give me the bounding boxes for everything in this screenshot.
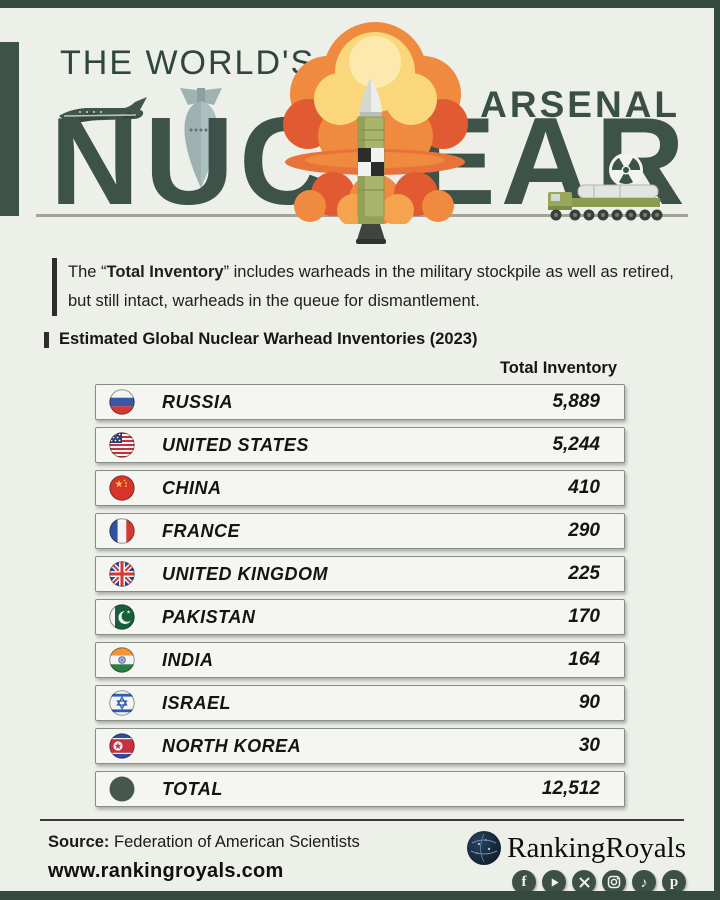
falling-bomb-icon [180, 88, 222, 188]
source-text: Federation of American Scientists [109, 833, 360, 851]
section-title-text: Estimated Global Nuclear Warhead Invento… [59, 330, 478, 348]
table-row-pakistan: PAKISTAN 170 [95, 599, 625, 635]
inventory-value: 290 [568, 520, 600, 541]
pakistan-flag-icon [109, 604, 135, 630]
table-row-israel: ISRAEL 90 [95, 685, 625, 721]
bomber-plane-icon [59, 97, 147, 124]
x-icon[interactable] [572, 870, 596, 891]
pinterest-icon[interactable]: p [662, 870, 686, 891]
inventory-value: 170 [568, 606, 600, 627]
radiation-icon [609, 153, 643, 187]
note-line-2: but still intact, warheads in the queue … [68, 292, 480, 310]
table-row-russia: RUSSIA 5,889 [95, 384, 625, 420]
launcher-truck-icon [548, 184, 663, 221]
country-name: RUSSIA [162, 391, 234, 412]
social-icons: f ♪ p [512, 870, 686, 891]
table-row-united-kingdom: UNITED KINGDOM 225 [95, 556, 625, 592]
footer: Source: Federation of American Scientist… [48, 831, 686, 891]
israel-flag-icon [109, 690, 135, 716]
inventory-value: 12,512 [541, 778, 600, 799]
title-nuclear-left: NUC [50, 93, 334, 231]
column-header-total-inventory: Total Inventory [499, 359, 617, 377]
table-row-north-korea: NORTH KOREA 30 [95, 728, 625, 764]
inventory-value: 164 [568, 649, 600, 670]
youtube-icon[interactable] [542, 870, 566, 891]
inventory-value: 225 [568, 563, 600, 584]
missile-icon [356, 78, 386, 244]
country-name: INDIA [162, 649, 214, 670]
section-title-accent-bar [44, 331, 49, 348]
table-row-total: TOTAL 12,512 [95, 771, 625, 807]
brand-name: RankingRoyals [507, 831, 686, 864]
inventory-value: 90 [578, 692, 600, 713]
united-states-flag-icon [109, 432, 135, 458]
table-row-china: CHINA 410 [95, 470, 625, 506]
total-circle-icon [109, 776, 135, 802]
inventory-value: 410 [568, 477, 600, 498]
united-kingdom-flag-icon [109, 561, 135, 587]
inventory-table: RUSSIA 5,889 UNITED STATES 5,244 [95, 384, 625, 807]
table-row-france: FRANCE 290 [95, 513, 625, 549]
left-accent-bar [0, 42, 19, 216]
tiktok-icon[interactable]: ♪ [632, 870, 656, 891]
website-link[interactable]: www.rankingroyals.com [48, 860, 284, 882]
france-flag-icon [109, 518, 135, 544]
source-label: Source: [48, 833, 110, 851]
footer-left: Source: Federation of American Scientist… [48, 833, 360, 883]
country-name: UNITED KINGDOM [162, 563, 328, 584]
country-name: CHINA [162, 477, 222, 498]
title-arsenal: ARSENAL [480, 84, 680, 125]
country-name: PAKISTAN [162, 606, 256, 627]
footer-divider [40, 819, 684, 821]
table-row-united-states: UNITED STATES 5,244 [95, 427, 625, 463]
china-flag-icon [109, 475, 135, 501]
country-name: FRANCE [162, 520, 240, 541]
note-accent-bar [52, 258, 57, 316]
instagram-icon[interactable] [602, 870, 626, 891]
source-line: Source: Federation of American Scientist… [48, 833, 360, 852]
north-korea-flag-icon [109, 733, 135, 759]
russia-flag-icon [109, 389, 135, 415]
rankingroyals-globe-icon [467, 831, 502, 865]
inventory-value: 5,244 [552, 434, 600, 455]
inventory-value: 5,889 [552, 391, 600, 412]
country-name: NORTH KOREA [162, 735, 302, 756]
inventory-note: The “Total Inventory” includes warheads … [52, 258, 686, 316]
india-flag-icon [109, 647, 135, 673]
country-name: TOTAL [162, 778, 223, 799]
note-line-1: The “Total Inventory” includes warheads … [68, 263, 674, 281]
inventory-value: 30 [578, 735, 600, 756]
country-name: ISRAEL [162, 692, 232, 713]
header-banner: THE WORLD'S ARSENAL NUC EAR [0, 8, 714, 248]
title-the-worlds: THE WORLD'S [60, 44, 316, 82]
facebook-icon[interactable]: f [512, 870, 536, 891]
mushroom-cloud-icon [283, 22, 468, 224]
section-title: Estimated Global Nuclear Warhead Invento… [44, 330, 714, 349]
country-name: UNITED STATES [162, 434, 309, 455]
table-row-india: INDIA 164 [95, 642, 625, 678]
footer-brand: RankingRoyals f ♪ p [467, 831, 686, 891]
